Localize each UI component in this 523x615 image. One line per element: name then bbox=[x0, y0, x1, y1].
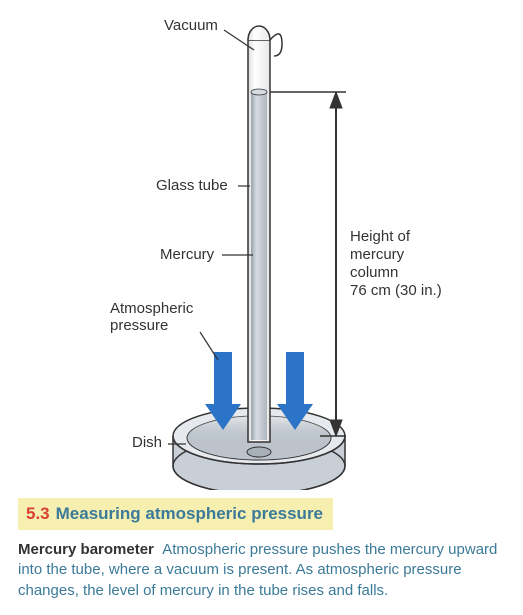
label-dish: Dish bbox=[132, 434, 162, 451]
label-atmospheric-pressure: Atmospheric pressure bbox=[110, 300, 193, 334]
section-number: 5.3 bbox=[26, 504, 50, 523]
label-vacuum: Vacuum bbox=[164, 17, 218, 34]
label-height-1: Height of bbox=[350, 228, 410, 245]
section-tag: 5.3 Measuring atmospheric pressure bbox=[18, 498, 333, 530]
leader-atm-pressure bbox=[200, 332, 218, 360]
caption-text: Mercury barometer Atmospheric pressure p… bbox=[18, 540, 505, 601]
caption-area: 5.3 Measuring atmospheric pressure Mercur… bbox=[0, 490, 523, 615]
label-glass-tube: Glass tube bbox=[156, 177, 228, 194]
label-height-value: 76 cm (30 in.) bbox=[350, 282, 442, 299]
label-height-2: mercury bbox=[350, 246, 404, 263]
mercury-meniscus bbox=[251, 89, 267, 95]
label-mercury: Mercury bbox=[160, 246, 214, 263]
height-measure-arrow bbox=[270, 92, 346, 436]
barometer-diagram: Vacuum Glass tube Mercury Atmospheric pr… bbox=[0, 0, 523, 490]
section-title: Measuring atmospheric pressure bbox=[56, 504, 323, 523]
glass-tube-hook bbox=[270, 34, 282, 56]
tube-opening bbox=[247, 447, 271, 457]
glass-tube-cap bbox=[248, 26, 270, 40]
figure-container: Vacuum Glass tube Mercury Atmospheric pr… bbox=[0, 0, 523, 615]
mercury-column bbox=[251, 92, 267, 440]
caption-lead: Mercury barometer bbox=[18, 541, 154, 558]
label-height-3: column bbox=[350, 264, 398, 281]
